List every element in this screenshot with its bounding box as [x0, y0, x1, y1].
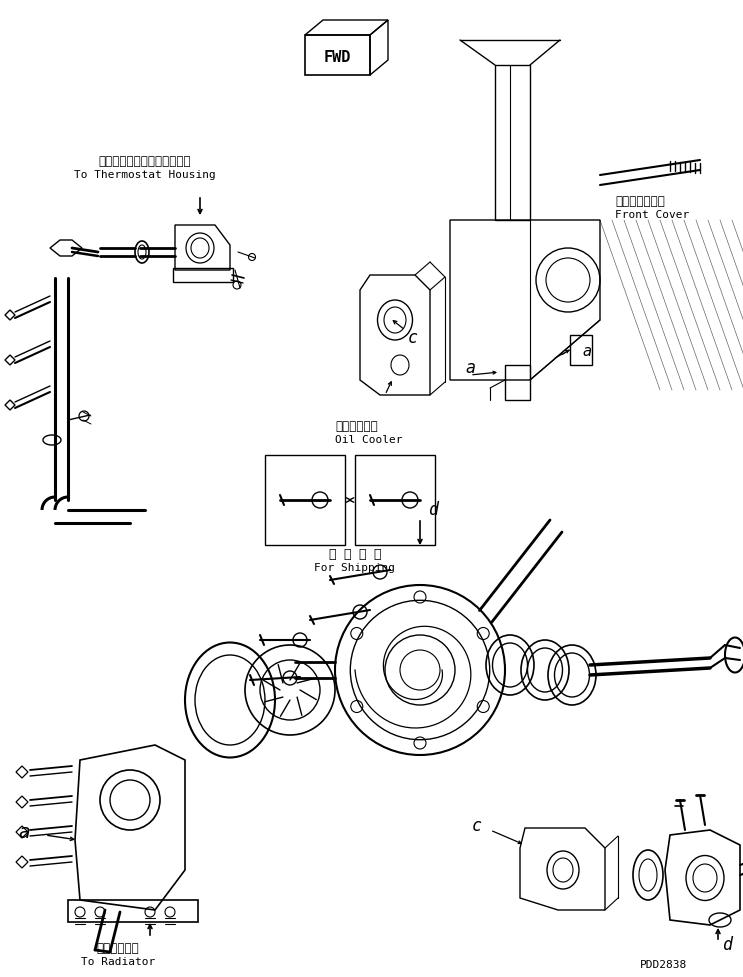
- Polygon shape: [5, 355, 15, 365]
- Text: Oil Cooler: Oil Cooler: [335, 435, 403, 445]
- Text: サーモスタットハウジングへ: サーモスタットハウジングへ: [99, 155, 191, 168]
- Polygon shape: [5, 400, 15, 410]
- Text: d: d: [722, 936, 732, 954]
- Polygon shape: [16, 856, 28, 868]
- Polygon shape: [5, 310, 15, 320]
- Bar: [265, 455, 345, 545]
- Text: d: d: [428, 501, 438, 519]
- Text: PDD2838: PDD2838: [640, 960, 687, 970]
- Text: オイルクーラ: オイルクーラ: [335, 420, 377, 433]
- Bar: [505, 365, 530, 400]
- Polygon shape: [16, 826, 28, 838]
- Polygon shape: [50, 240, 82, 256]
- Bar: [68, 900, 198, 922]
- Text: フロントカバー: フロントカバー: [615, 195, 665, 208]
- Polygon shape: [16, 796, 28, 808]
- Text: To Radiator: To Radiator: [81, 957, 155, 967]
- Text: FWD: FWD: [323, 51, 351, 65]
- Text: c: c: [472, 817, 482, 835]
- Bar: [173, 268, 233, 282]
- Text: For Shipping: For Shipping: [314, 563, 395, 573]
- Bar: [570, 335, 592, 365]
- Text: Front Cover: Front Cover: [615, 210, 690, 220]
- Text: c: c: [408, 329, 418, 347]
- Text: a: a: [465, 359, 475, 377]
- Text: 運 搬 部 品: 運 搬 部 品: [328, 548, 381, 561]
- Bar: [355, 455, 435, 545]
- Text: a: a: [582, 345, 591, 360]
- Text: ラジエータへ: ラジエータへ: [97, 942, 140, 955]
- Text: To Thermostat Housing: To Thermostat Housing: [74, 170, 216, 180]
- Text: a: a: [19, 824, 30, 842]
- Polygon shape: [16, 766, 28, 778]
